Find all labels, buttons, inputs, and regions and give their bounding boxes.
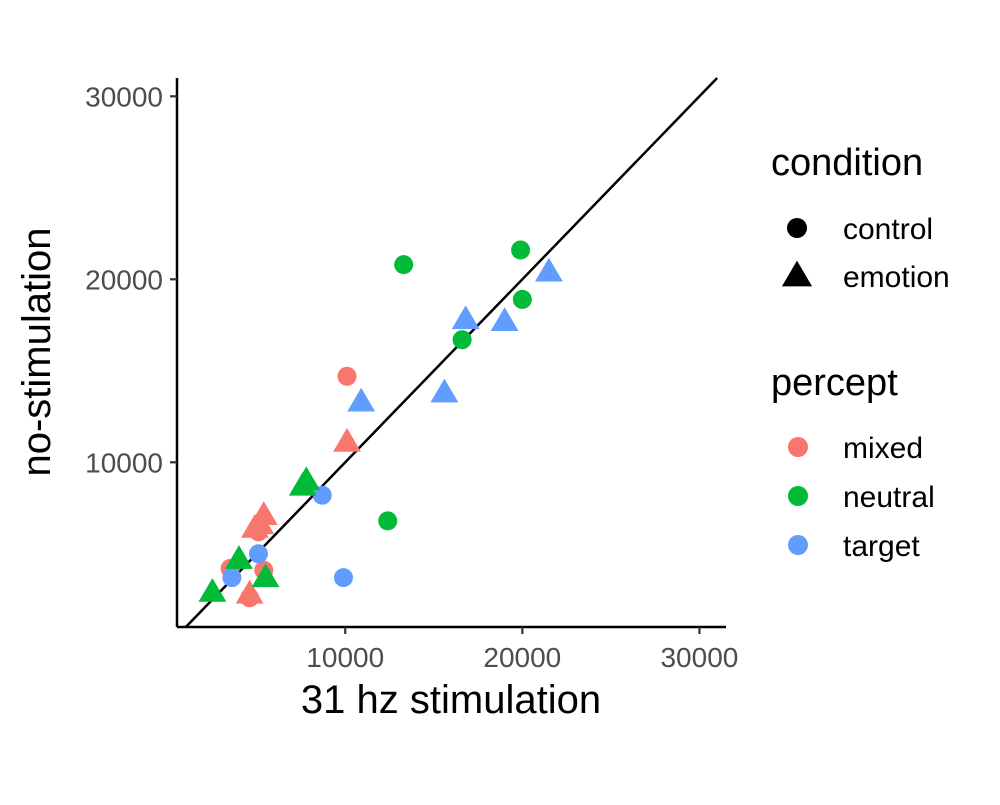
x-axis-title: 31 hz stimulation <box>301 678 601 722</box>
legend-key-neutral <box>788 486 808 506</box>
axes-group <box>175 78 726 629</box>
point-control-neutral <box>452 330 472 350</box>
legend-key-target <box>788 535 808 555</box>
y-tick-label: 30000 <box>85 81 163 112</box>
legend-percept-title: percept <box>771 362 898 404</box>
legend-label-emotion: emotion <box>843 261 950 294</box>
point-emotion-target <box>430 378 459 403</box>
reference-line-group <box>184 77 719 628</box>
point-emotion-target <box>490 307 519 331</box>
legend-label-control: control <box>843 213 933 246</box>
point-emotion-neutral <box>292 466 321 491</box>
point-emotion-target <box>534 257 563 282</box>
point-control-mixed <box>337 366 357 386</box>
identity-reference-line <box>184 77 719 628</box>
x-tick-label: 30000 <box>660 642 738 673</box>
point-control-target <box>312 485 332 505</box>
legend-label-mixed: mixed <box>843 432 923 465</box>
point-control-neutral <box>394 255 414 275</box>
legend-condition-items: control emotion <box>781 213 950 294</box>
legend-condition-title: condition <box>771 142 923 184</box>
point-control-neutral <box>378 511 398 531</box>
legend-key-circle <box>787 218 807 238</box>
point-emotion-mixed <box>246 510 275 535</box>
point-emotion-neutral <box>225 545 253 569</box>
point-control-neutral <box>512 289 532 309</box>
ticks-group: 10000 20000 30000 10000 20000 30000 <box>85 81 738 673</box>
point-control-target <box>333 568 353 588</box>
x-tick-label: 10000 <box>306 642 384 673</box>
point-emotion-target <box>347 387 376 412</box>
legend-key-triangle <box>781 260 813 287</box>
point-emotion-mixed <box>235 579 264 604</box>
x-tick-label: 20000 <box>483 642 561 673</box>
legend: condition control emotion percept mixed ne… <box>771 142 950 563</box>
point-control-neutral <box>511 240 531 260</box>
point-control-target <box>222 568 242 588</box>
point-emotion-mixed <box>333 428 361 452</box>
point-control-target <box>248 544 268 564</box>
y-tick-label: 10000 <box>85 447 163 478</box>
legend-key-mixed <box>788 437 808 457</box>
y-tick-label: 20000 <box>85 264 163 295</box>
legend-percept-items: mixed neutral target <box>788 432 935 563</box>
point-emotion-neutral <box>198 578 227 602</box>
point-emotion-neutral <box>251 563 280 588</box>
point-emotion-target <box>451 305 480 330</box>
legend-label-target: target <box>843 530 920 563</box>
points-group <box>198 240 563 608</box>
legend-label-neutral: neutral <box>843 481 935 514</box>
y-axis-title: no-stimulation <box>15 227 59 476</box>
